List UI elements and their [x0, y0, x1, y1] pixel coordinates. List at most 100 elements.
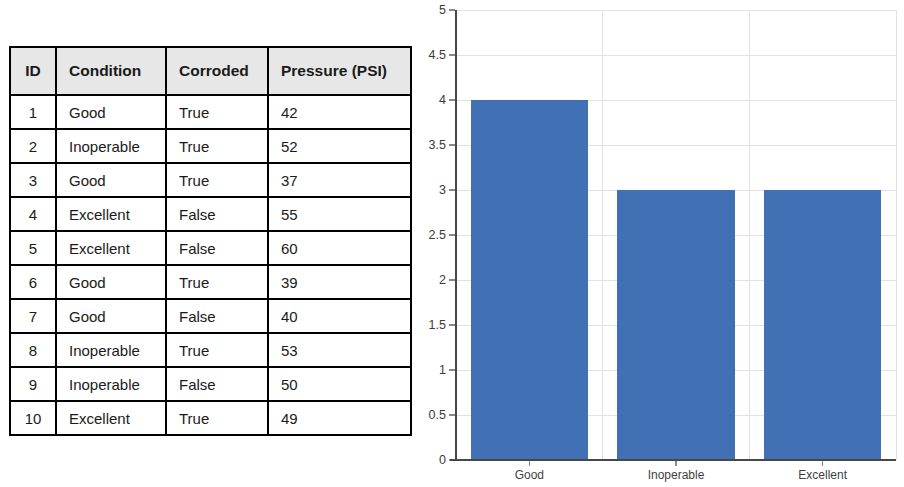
data-table: IDConditionCorrodedPressure (PSI) 1GoodT… — [9, 46, 412, 436]
gridline-horizontal — [456, 10, 896, 11]
table-cell: Good — [56, 163, 166, 197]
table-cell: Excellent — [56, 401, 166, 435]
gridline-vertical — [896, 10, 897, 460]
inspection-table-container: IDConditionCorrodedPressure (PSI) 1GoodT… — [9, 46, 412, 436]
gridline-horizontal — [456, 100, 896, 101]
table-row: 7GoodFalse40 — [10, 299, 411, 333]
gridline-horizontal — [456, 415, 896, 416]
table-header-row: IDConditionCorrodedPressure (PSI) — [10, 47, 411, 95]
y-axis-tick-label: 1.5 — [429, 317, 446, 333]
page: { "table": { "columns": ["ID", "Conditio… — [0, 0, 904, 487]
y-axis-tick-label: 4.5 — [429, 47, 446, 63]
column-header-id: ID — [10, 47, 56, 95]
table-cell: False — [166, 367, 268, 401]
y-axis-tick-label: 2 — [439, 272, 446, 288]
table-cell: Excellent — [56, 197, 166, 231]
y-axis-tick-label: 3.5 — [429, 137, 446, 153]
table-cell: False — [166, 299, 268, 333]
table-cell: Good — [56, 95, 166, 129]
y-axis-tick — [449, 189, 455, 190]
table-cell: 1 — [10, 95, 56, 129]
y-axis-tick — [449, 99, 455, 100]
table-cell: True — [166, 95, 268, 129]
y-axis-tick-label: 3 — [439, 182, 446, 198]
table-cell: False — [166, 231, 268, 265]
table-cell: True — [166, 401, 268, 435]
table-cell: 49 — [268, 401, 411, 435]
table-row: 3GoodTrue37 — [10, 163, 411, 197]
table-cell: 40 — [268, 299, 411, 333]
table-cell: 53 — [268, 333, 411, 367]
y-axis-tick — [449, 9, 455, 10]
table-cell: 5 — [10, 231, 56, 265]
y-axis-tick — [449, 459, 455, 460]
y-axis — [455, 10, 457, 461]
table-cell: 60 — [268, 231, 411, 265]
x-axis — [450, 459, 896, 461]
table-row: 5ExcellentFalse60 — [10, 231, 411, 265]
table-cell: 6 — [10, 265, 56, 299]
table-row: 1GoodTrue42 — [10, 95, 411, 129]
y-axis-tick — [449, 144, 455, 145]
y-axis-tick — [449, 279, 455, 280]
table-row: 6GoodTrue39 — [10, 265, 411, 299]
y-axis-tick-label: 2.5 — [429, 227, 446, 243]
y-axis-tick-label: 0 — [439, 452, 446, 468]
table-cell: Good — [56, 265, 166, 299]
table-cell: Inoperable — [56, 129, 166, 163]
y-axis-tick-label: 1 — [439, 362, 446, 378]
x-axis-tick — [529, 461, 530, 466]
table-row: 8InoperableTrue53 — [10, 333, 411, 367]
table-cell: 3 — [10, 163, 56, 197]
gridline-vertical — [749, 10, 750, 460]
table-cell: 10 — [10, 401, 56, 435]
table-cell: 7 — [10, 299, 56, 333]
x-axis-tick — [822, 461, 823, 466]
y-axis-tick — [449, 54, 455, 55]
table-cell: 8 — [10, 333, 56, 367]
table-cell: 37 — [268, 163, 411, 197]
table-cell: Good — [56, 299, 166, 333]
table-row: 10ExcellentTrue49 — [10, 401, 411, 435]
gridline-vertical — [602, 10, 603, 460]
x-axis-category-label: Good — [456, 468, 603, 483]
x-axis-category-label: Excellent — [749, 468, 896, 483]
plot-area: 00.511.522.533.544.55GoodInoperableExcel… — [456, 10, 896, 460]
table-cell: True — [166, 129, 268, 163]
gridline-horizontal — [456, 235, 896, 236]
table-cell: 42 — [268, 95, 411, 129]
column-header-corroded: Corroded — [166, 47, 268, 95]
gridline-horizontal — [456, 280, 896, 281]
gridline-horizontal — [456, 55, 896, 56]
column-header-condition: Condition — [56, 47, 166, 95]
y-axis-tick-label: 0.5 — [429, 407, 446, 423]
y-axis-tick-label: 4 — [439, 92, 446, 108]
bar-good — [471, 100, 588, 460]
bar-excellent — [764, 190, 881, 460]
table-body: 1GoodTrue422InoperableTrue523GoodTrue374… — [10, 95, 411, 435]
table-cell: Inoperable — [56, 367, 166, 401]
gridline-horizontal — [456, 190, 896, 191]
table-cell: Inoperable — [56, 333, 166, 367]
y-axis-tick-label: 5 — [439, 2, 446, 18]
table-cell: 50 — [268, 367, 411, 401]
bar-inoperable — [617, 190, 734, 460]
y-axis-tick — [449, 234, 455, 235]
table-cell: 39 — [268, 265, 411, 299]
table-cell: True — [166, 265, 268, 299]
table-cell: True — [166, 333, 268, 367]
table-row: 4ExcellentFalse55 — [10, 197, 411, 231]
table-cell: 52 — [268, 129, 411, 163]
table-cell: 4 — [10, 197, 56, 231]
table-cell: False — [166, 197, 268, 231]
table-header: IDConditionCorrodedPressure (PSI) — [10, 47, 411, 95]
gridline-horizontal — [456, 325, 896, 326]
y-axis-tick — [449, 369, 455, 370]
table-cell: 55 — [268, 197, 411, 231]
column-header-pressure-psi: Pressure (PSI) — [268, 47, 411, 95]
table-row: 2InoperableTrue52 — [10, 129, 411, 163]
table-cell: 2 — [10, 129, 56, 163]
y-axis-tick — [449, 414, 455, 415]
gridline-horizontal — [456, 145, 896, 146]
table-cell: 9 — [10, 367, 56, 401]
